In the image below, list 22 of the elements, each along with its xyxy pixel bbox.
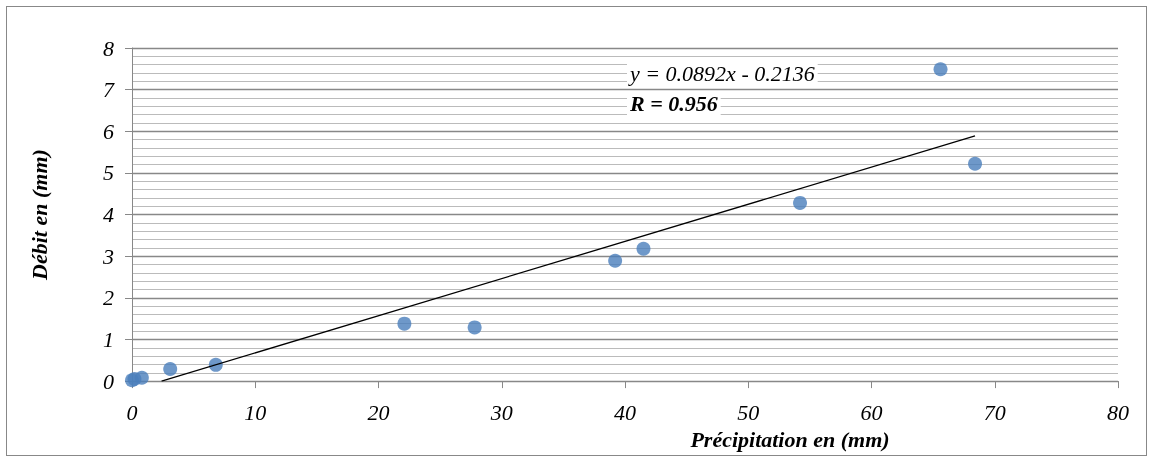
x-tick-label: 80 bbox=[1107, 399, 1129, 425]
y-tick-label: 6 bbox=[103, 118, 114, 144]
y-tick-label: 8 bbox=[103, 35, 114, 61]
annotation: y = 0.0892x - 0.2136 bbox=[628, 60, 815, 86]
x-tick-label: 50 bbox=[737, 399, 760, 425]
y-tick-label: 2 bbox=[103, 285, 114, 311]
x-tick-label: 60 bbox=[860, 399, 883, 425]
y-tick-label: 1 bbox=[103, 326, 114, 352]
x-tick-label: 10 bbox=[244, 399, 267, 425]
x-tick-label: 40 bbox=[614, 399, 636, 425]
x-axis-title: Précipitation en (mm) bbox=[689, 426, 890, 452]
x-tick-label: 30 bbox=[489, 399, 513, 425]
y-tick-label: 4 bbox=[103, 202, 114, 228]
x-tick-label: 70 bbox=[983, 399, 1006, 425]
y-tick-label: 7 bbox=[103, 77, 115, 103]
x-tick-label: 20 bbox=[367, 399, 390, 425]
y-tick-label: 5 bbox=[103, 160, 114, 186]
x-tick-label: 0 bbox=[126, 399, 138, 425]
y-tick-label: 0 bbox=[103, 368, 114, 394]
y-axis-title: Débit en (mm) bbox=[26, 149, 52, 281]
y-tick-label: 3 bbox=[102, 243, 114, 269]
annotation: R = 0.956 bbox=[629, 90, 718, 116]
